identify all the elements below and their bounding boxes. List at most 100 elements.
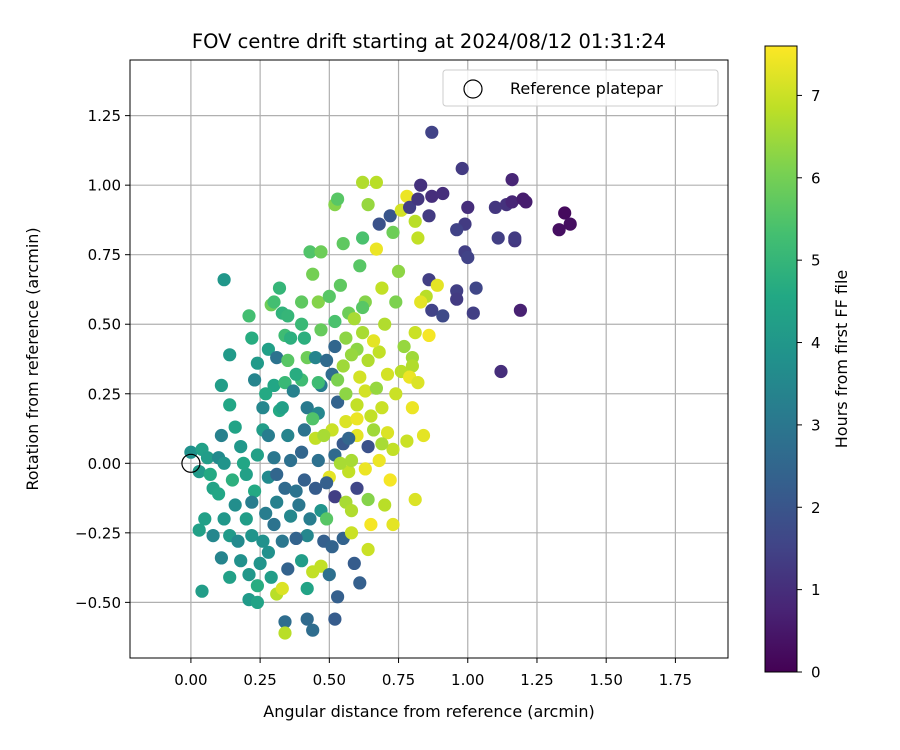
data-point xyxy=(505,195,519,209)
data-point xyxy=(311,376,325,390)
data-point xyxy=(242,568,256,582)
data-point xyxy=(455,161,469,176)
data-point xyxy=(505,173,519,187)
data-point xyxy=(339,387,353,401)
data-point xyxy=(425,303,439,317)
colorbar-tick-label: 2 xyxy=(811,499,821,517)
data-point xyxy=(214,378,228,392)
data-point xyxy=(361,440,375,454)
data-point xyxy=(217,273,231,287)
data-point xyxy=(331,395,345,409)
data-point xyxy=(228,498,242,512)
data-point xyxy=(375,437,389,451)
data-point xyxy=(256,534,270,548)
data-point xyxy=(336,237,350,251)
data-point xyxy=(408,326,422,340)
data-point xyxy=(350,412,364,426)
data-point xyxy=(389,295,403,309)
data-point xyxy=(275,534,289,548)
x-tick-label: 0.50 xyxy=(313,671,346,689)
data-point xyxy=(236,456,251,470)
data-point xyxy=(306,412,320,426)
data-point xyxy=(261,545,275,559)
data-point xyxy=(317,428,331,443)
data-point xyxy=(416,428,431,443)
data-point xyxy=(367,334,381,348)
data-point xyxy=(272,281,287,295)
data-point xyxy=(552,223,566,237)
data-point xyxy=(380,426,395,440)
data-point xyxy=(286,384,300,398)
colorbar-tick-label: 6 xyxy=(811,169,821,187)
colorbar-gradient xyxy=(764,45,798,673)
data-point xyxy=(372,217,386,231)
data-point xyxy=(405,401,419,415)
data-point xyxy=(378,498,392,512)
data-point xyxy=(403,200,417,214)
legend-marker xyxy=(463,79,483,99)
data-point xyxy=(383,209,397,223)
data-point xyxy=(261,428,275,443)
y-tick-label: 0.75 xyxy=(88,246,121,264)
data-point xyxy=(223,348,237,362)
data-point xyxy=(411,231,425,245)
data-point xyxy=(320,476,334,490)
data-point xyxy=(333,456,347,470)
data-point xyxy=(300,529,314,543)
data-point xyxy=(239,467,253,481)
data-point xyxy=(331,373,345,387)
data-point xyxy=(289,531,303,546)
data-point xyxy=(369,242,383,256)
data-point xyxy=(223,398,237,412)
data-point xyxy=(414,295,428,309)
data-point xyxy=(372,453,386,468)
data-point xyxy=(353,370,367,384)
data-point xyxy=(245,495,259,509)
data-point xyxy=(519,195,533,209)
data-point xyxy=(256,401,270,415)
data-point xyxy=(281,428,295,443)
data-point xyxy=(361,542,375,557)
data-point xyxy=(339,331,353,345)
data-point xyxy=(297,423,311,437)
data-point xyxy=(322,568,336,582)
data-point xyxy=(278,626,292,640)
data-point xyxy=(295,554,309,568)
data-point xyxy=(408,214,422,228)
data-point xyxy=(414,178,428,192)
data-point xyxy=(405,359,419,373)
data-point xyxy=(206,529,220,543)
legend-label: Reference platepar xyxy=(510,79,663,98)
data-point xyxy=(386,225,400,239)
colorbar-tick-label: 5 xyxy=(811,252,821,270)
data-point xyxy=(466,306,480,320)
data-point xyxy=(342,431,356,445)
data-point xyxy=(563,217,577,231)
data-point xyxy=(364,409,378,423)
data-point xyxy=(284,453,298,468)
data-point xyxy=(508,231,522,245)
x-tick-label: 0.00 xyxy=(174,671,207,689)
data-point xyxy=(306,623,320,637)
data-point xyxy=(295,317,309,331)
data-point xyxy=(342,465,356,479)
data-point xyxy=(378,317,392,331)
data-point xyxy=(264,570,278,584)
data-point xyxy=(369,381,383,395)
data-point xyxy=(436,186,450,201)
data-point xyxy=(297,331,311,345)
data-point xyxy=(328,314,342,329)
data-point xyxy=(242,309,256,323)
data-point xyxy=(469,281,483,295)
data-point xyxy=(217,456,231,470)
data-point xyxy=(430,278,444,292)
data-point xyxy=(344,526,359,540)
data-point xyxy=(275,581,289,596)
data-point xyxy=(250,579,264,593)
data-point xyxy=(344,504,359,518)
data-point xyxy=(295,295,309,309)
data-point xyxy=(308,351,323,365)
data-point xyxy=(358,384,372,398)
data-point xyxy=(375,281,389,295)
data-point xyxy=(306,267,320,281)
